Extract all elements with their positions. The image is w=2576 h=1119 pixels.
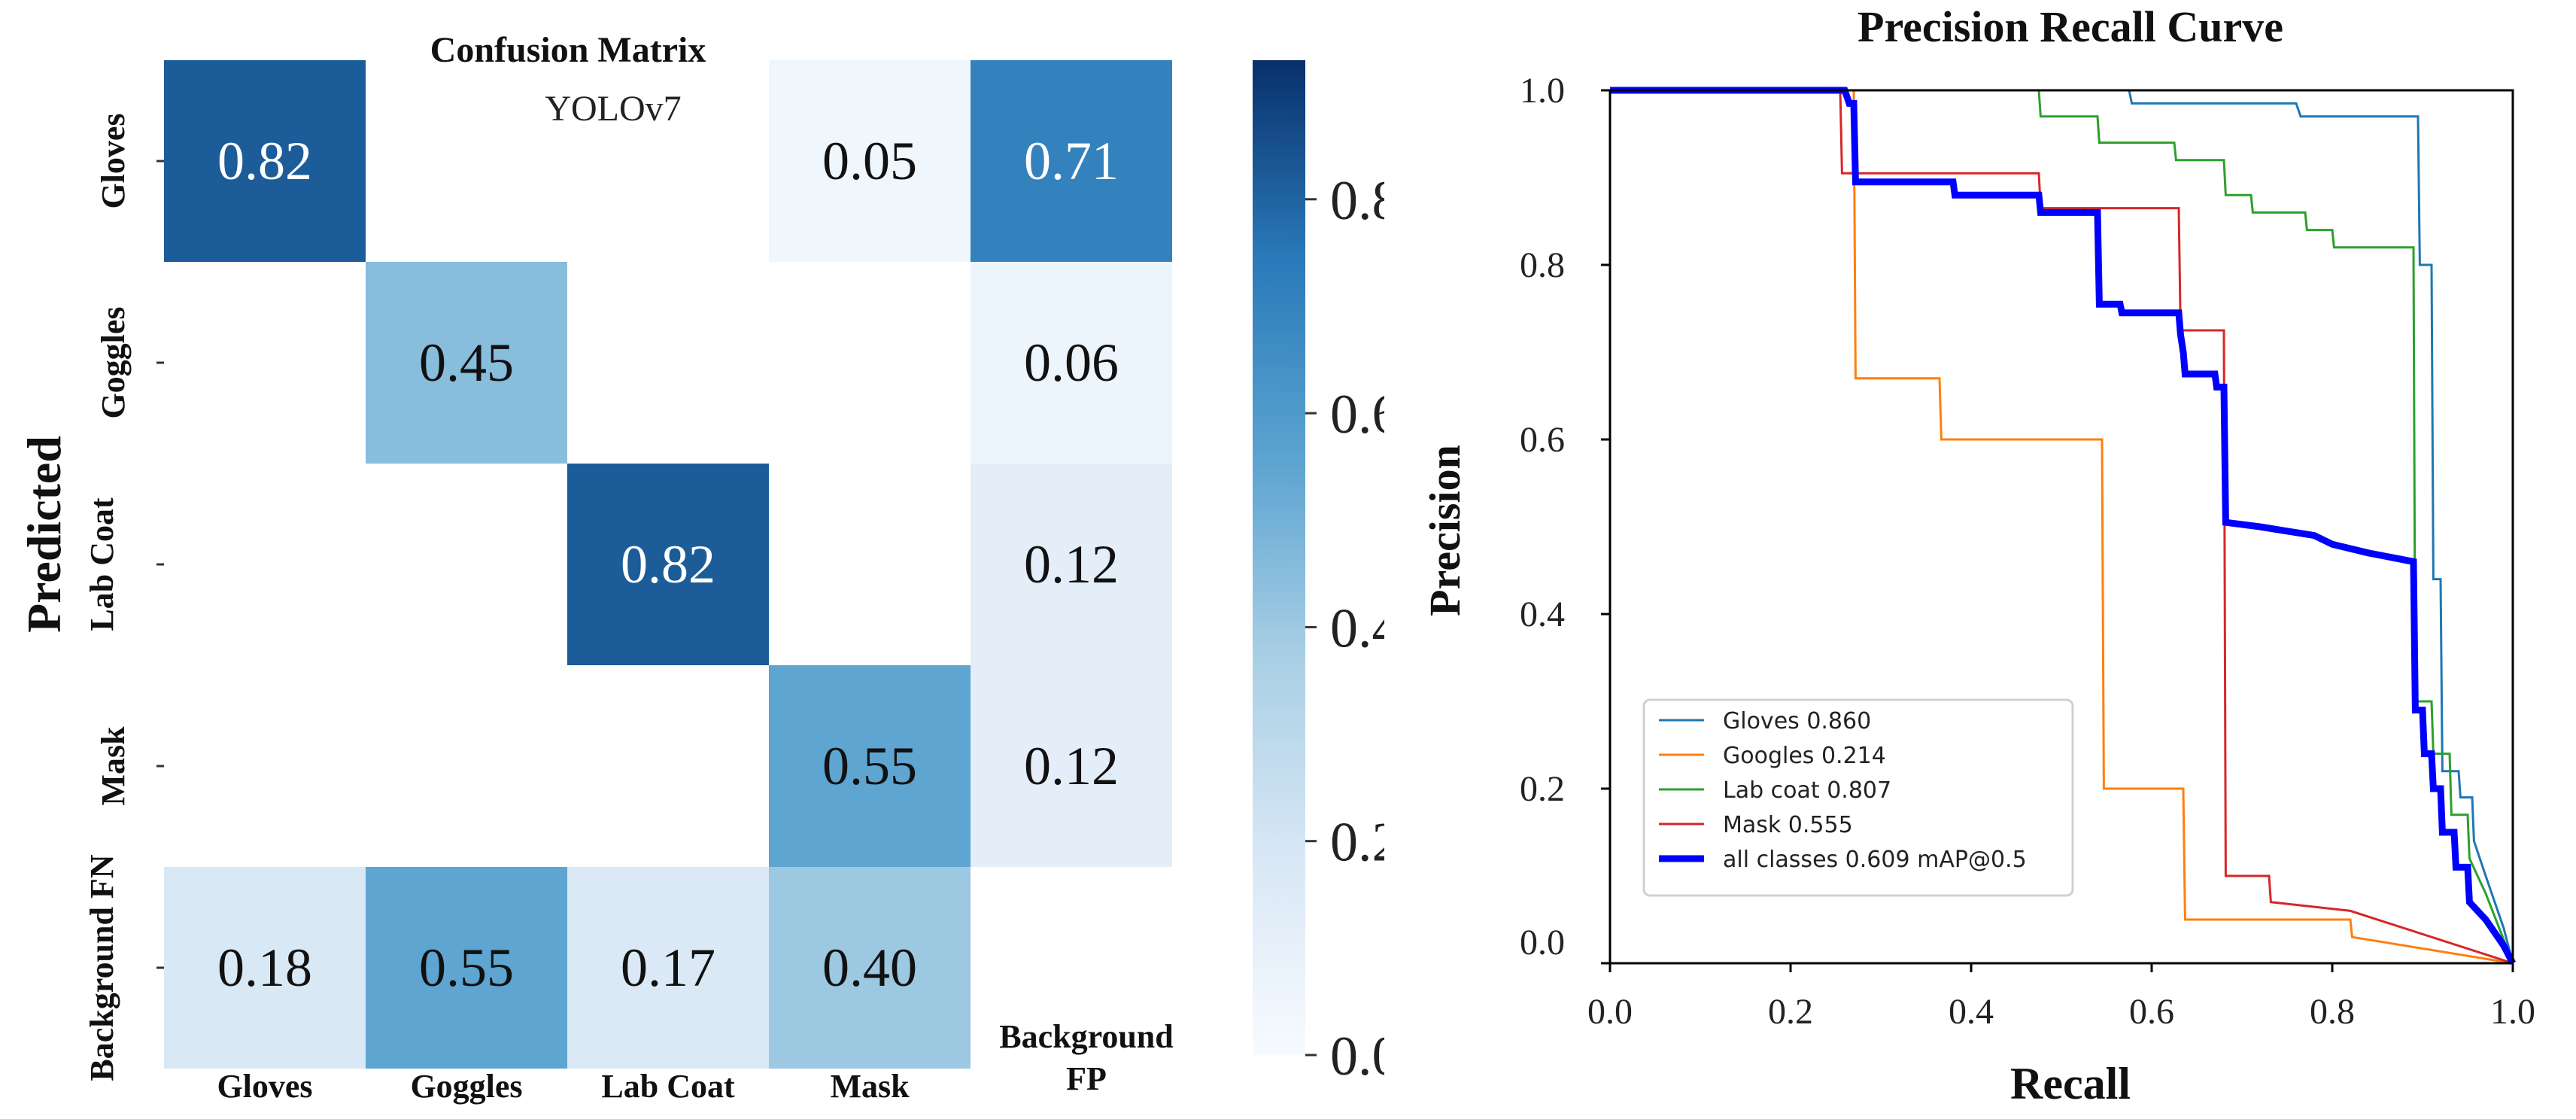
pr-xtick-label: 0.4 xyxy=(1949,992,1994,1032)
colorbar-ticks: 0.0 0.2 0.4 0.6 0.8 xyxy=(1305,170,1384,1087)
pr-series-line-4 xyxy=(1610,87,2516,965)
pr-legend-label: Googles 0.214 xyxy=(1723,743,1886,769)
pr-legend-label: Gloves 0.860 xyxy=(1723,708,1871,734)
heatmap-cell-labels: 0.82 0.05 0.71 0.45 0.06 0.82 0.12 0.55 0.12 0.18… xyxy=(217,131,1119,998)
heatmap-cell-r3-c3 xyxy=(769,665,971,867)
pr-legend: Gloves 0.860 Googles 0.214 Lab coat 0.807 M… xyxy=(1642,698,2074,897)
pr-ytick-label: 0.6 xyxy=(1520,420,1565,460)
pr-ytick-label: 0.0 xyxy=(1520,923,1565,962)
pr-series-line-1 xyxy=(1610,89,2514,965)
heatmap-row-label: Gloves xyxy=(95,113,132,208)
heatmap-cell-r4-c0 xyxy=(164,867,366,1069)
colorbar-tick-label: 0.4 xyxy=(1330,598,1384,659)
heatmap-cell-r0-c4 xyxy=(971,60,1172,262)
heatmap-cell-r4-c1 xyxy=(366,867,567,1069)
pr-legend-box xyxy=(1642,698,2074,897)
precision-recall-chart: Precision Recall Curve Recall Precision … xyxy=(1420,2,2535,1108)
heatmap-col-label: Background FP xyxy=(999,1018,1174,1097)
confusion-matrix-chart: 0.82 0.05 0.71 0.45 0.06 0.82 0.12 0.55 0.12 0.18… xyxy=(17,30,1384,1105)
pr-series-lines xyxy=(1610,87,2516,965)
confusion-matrix-title: Confusion Matrix xyxy=(430,30,706,70)
pr-series-line-0 xyxy=(1610,89,2514,964)
pr-ytick-label: 0.2 xyxy=(1520,769,1565,809)
heatmap-col-label: Lab Coat xyxy=(601,1068,735,1105)
confusion-matrix-subtitle: YOLOv7 xyxy=(545,89,681,129)
heatmap-ylabel: Predicted xyxy=(17,436,71,633)
heatmap-row-labels: Gloves Goggles Lab Coat Mask Background FN xyxy=(84,113,164,1081)
heatmap-row-label: Background FN xyxy=(84,854,120,1081)
heatmap-cell-label: 0.55 xyxy=(419,938,514,998)
pr-legend-label: Lab coat 0.807 xyxy=(1723,777,1891,804)
heatmap-col-labels: Gloves Goggles Lab Coat Mask Background FP xyxy=(217,1018,1173,1105)
heatmap-cells xyxy=(164,60,1172,1069)
pr-ytick-label: 0.8 xyxy=(1520,245,1565,285)
pr-plot-frame xyxy=(1608,89,2514,965)
heatmap-col-label: Goggles xyxy=(410,1068,522,1105)
pr-legend-label: all classes 0.609 mAP@0.5 xyxy=(1723,847,2027,873)
heatmap-cell-label: 0.18 xyxy=(217,938,312,998)
heatmap-cell-r2-c4 xyxy=(971,464,1172,665)
heatmap-cell-r3-c4 xyxy=(971,665,1172,867)
heatmap-cell-label: 0.71 xyxy=(1024,131,1119,191)
heatmap-cell-label: 0.17 xyxy=(621,938,715,998)
colorbar-tick-label: 0.6 xyxy=(1330,384,1384,445)
pr-legend-label: Mask 0.555 xyxy=(1723,812,1853,838)
heatmap-cell-r4-c2 xyxy=(567,867,769,1069)
heatmap-cell-label: 0.12 xyxy=(1024,736,1119,796)
heatmap-cell-r0-c3 xyxy=(769,60,971,262)
pr-xtick-label: 0.8 xyxy=(2310,992,2355,1032)
heatmap-cell-label: 0.55 xyxy=(822,736,917,796)
heatmap-cell-r1-c4 xyxy=(971,262,1172,464)
heatmap-col-label: Mask xyxy=(830,1068,910,1105)
pr-ylabel: Precision xyxy=(1420,445,1469,616)
heatmap-row-label: Lab Coat xyxy=(84,497,120,631)
heatmap-row-label: Goggles xyxy=(95,306,132,418)
pr-xtick-label: 0.0 xyxy=(1587,992,1633,1032)
pr-legend-items: Gloves 0.860 Googles 0.214 Lab coat 0.807 M… xyxy=(1659,708,2027,873)
heatmap-cell-r0-c0 xyxy=(164,60,366,262)
heatmap-cell-label: 0.45 xyxy=(419,333,514,393)
pr-ytick-label: 1.0 xyxy=(1520,71,1565,111)
pr-xlabel: Recall xyxy=(2010,1059,2131,1108)
pr-xtick-label: 0.6 xyxy=(2129,992,2174,1032)
heatmap-cell-label: 0.05 xyxy=(822,131,917,191)
colorbar xyxy=(1253,60,1305,1055)
heatmap-cell-label: 0.82 xyxy=(217,131,312,191)
colorbar-tick-label: 0.0 xyxy=(1330,1026,1384,1087)
heatmap-col-label: Gloves xyxy=(217,1068,312,1105)
pr-ytick-label: 0.4 xyxy=(1520,594,1565,634)
pr-title: Precision Recall Curve xyxy=(1858,2,2283,51)
colorbar-tick-label: 0.2 xyxy=(1330,812,1384,874)
heatmap-cell-label: 0.12 xyxy=(1024,534,1119,594)
heatmap-cell-label: 0.06 xyxy=(1024,333,1119,393)
heatmap-row-label: Mask xyxy=(95,726,132,806)
heatmap-cell-r4-c3 xyxy=(769,867,971,1069)
heatmap-cell-r2-c2 xyxy=(567,464,769,665)
heatmap-cell-label: 0.82 xyxy=(621,534,715,594)
pr-series-line-2 xyxy=(1610,89,2514,964)
pr-xtick-label: 0.2 xyxy=(1768,992,1813,1032)
pr-xtick-label: 1.0 xyxy=(2490,992,2535,1032)
heatmap-cell-r1-c1 xyxy=(366,262,567,464)
colorbar-tick-label: 0.8 xyxy=(1330,170,1384,232)
heatmap-cell-label: 0.40 xyxy=(822,938,917,998)
pr-axis-ticks: 0.0 0.2 0.4 0.6 0.8 1.0 0.0 0.2 0.4 0.6 0.8 1.0 xyxy=(1520,71,2535,1032)
